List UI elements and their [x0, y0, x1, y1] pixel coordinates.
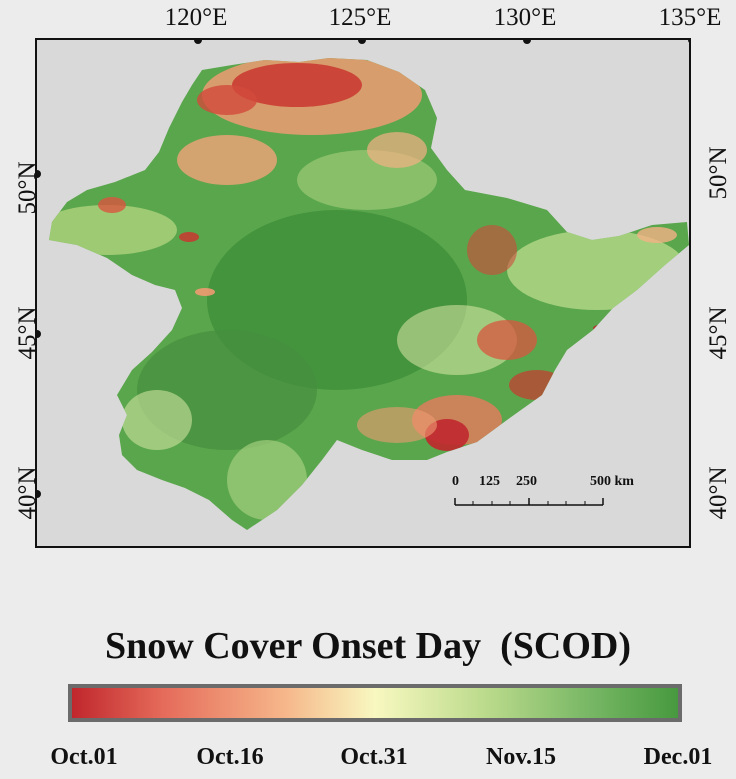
map-canvas [37, 40, 691, 548]
tick-marker [688, 40, 689, 43]
tick-marker [523, 546, 531, 548]
tick-marker [194, 40, 202, 44]
colorbar-label-oct16: Oct.16 [196, 744, 264, 770]
tick-marker [194, 546, 202, 548]
tick-marker [689, 490, 691, 498]
lon-label-top-125: 125°E [328, 4, 392, 31]
tick-marker [358, 40, 366, 44]
scale-bar: 0 125 250 500 km [452, 472, 652, 512]
colorbar-label-oct31: Oct.31 [340, 744, 408, 770]
tick-marker [37, 170, 41, 178]
tick-marker [689, 170, 691, 178]
lon-label-top-120: 120°E [164, 4, 228, 31]
lon-label-top-135: 135°E [658, 4, 722, 31]
tick-marker [523, 40, 531, 44]
lon-label-top-130: 130°E [493, 4, 557, 31]
tick-marker [358, 546, 366, 548]
lat-label-right-40: 40°N [705, 466, 733, 520]
tick-marker [37, 330, 41, 338]
lat-label-right-45: 45°N [705, 306, 733, 360]
color-bar [68, 684, 682, 722]
tick-marker [688, 546, 691, 548]
scale-label-125: 125 [479, 474, 500, 489]
tick-marker [37, 490, 41, 498]
scale-label-500: 500 km [590, 474, 634, 489]
legend-title: Snow Cover Onset Day (SCOD) [104, 625, 632, 667]
scale-label-0: 0 [452, 474, 459, 489]
colorbar-label-nov15: Nov.15 [485, 744, 557, 770]
scale-bar-line [454, 498, 604, 506]
map-frame [35, 38, 691, 548]
scale-label-250: 250 [516, 474, 537, 489]
colorbar-label-dec01: Dec.01 [643, 744, 713, 770]
colorbar-label-oct01: Oct.01 [50, 744, 118, 770]
lat-label-right-50: 50°N [705, 146, 733, 200]
tick-marker [689, 330, 691, 338]
